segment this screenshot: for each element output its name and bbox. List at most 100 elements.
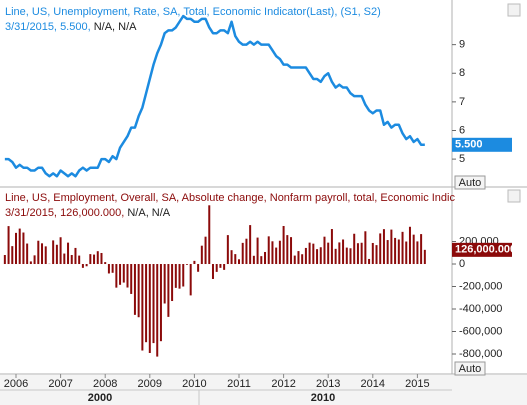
bar (334, 248, 337, 265)
corner-box[interactable] (507, 3, 521, 17)
y-tick-label: 9 (459, 39, 465, 51)
bar (41, 243, 44, 265)
bar (379, 233, 382, 265)
bar (238, 259, 240, 265)
bar (401, 231, 404, 265)
bar (416, 241, 419, 265)
bar (234, 254, 237, 265)
bar (312, 243, 315, 265)
year-label: 2014 (361, 378, 385, 390)
bar (356, 243, 359, 265)
bar (174, 264, 177, 288)
legend-values: 3/31/2015, 126,000.000, N/A, N/A (5, 207, 171, 219)
bar (44, 246, 47, 265)
bar (197, 264, 200, 272)
year-label: 2013 (316, 378, 340, 390)
bar (394, 237, 397, 265)
legend-values: 3/31/2015, 5.500, N/A, N/A (5, 21, 137, 33)
bar (293, 255, 296, 265)
y-tick-label: -400,000 (459, 303, 502, 315)
bar (67, 242, 70, 265)
bar (219, 264, 222, 268)
y-tick-label: 7 (459, 96, 465, 108)
bar (323, 236, 326, 265)
bar (141, 264, 144, 351)
bar (7, 226, 10, 265)
bar (163, 264, 166, 304)
bar (267, 236, 270, 265)
bar (308, 242, 311, 265)
bar (368, 258, 371, 265)
bar (33, 255, 36, 265)
bar (349, 248, 352, 265)
bar (85, 264, 88, 267)
year-label: 2009 (138, 378, 162, 390)
y-tick-label: -600,000 (459, 325, 502, 337)
bar (29, 261, 32, 265)
bar (3, 255, 6, 265)
year-label: 2006 (4, 378, 28, 390)
bar (37, 240, 40, 265)
bar (193, 260, 196, 265)
auto-button-label: Auto (459, 363, 482, 375)
bar (408, 226, 411, 265)
legend-value-text: 126,000.000, (60, 207, 127, 219)
bar (70, 255, 73, 265)
bar (330, 229, 333, 265)
y-tick-label: -800,000 (459, 348, 502, 360)
bar (200, 245, 203, 265)
bar (171, 264, 174, 302)
bar (55, 244, 58, 265)
bar (182, 264, 185, 287)
bar (104, 262, 107, 265)
bar (18, 228, 21, 265)
bar (156, 264, 159, 357)
bar (89, 254, 92, 265)
bar (133, 264, 136, 315)
bar (371, 242, 374, 265)
bar (26, 243, 29, 265)
bar (297, 251, 300, 265)
bar (252, 255, 255, 265)
bar (145, 264, 148, 343)
bar (338, 242, 341, 265)
bar (74, 247, 77, 265)
auto-button-label: Auto (459, 177, 482, 189)
bar (115, 264, 118, 288)
bar (353, 233, 356, 265)
year-label: 2011 (227, 378, 251, 390)
bar (304, 247, 307, 265)
bar (286, 235, 289, 265)
bar (278, 240, 281, 265)
bar (420, 234, 423, 265)
bar (100, 252, 103, 265)
bar (241, 242, 244, 265)
corner-box[interactable] (507, 189, 521, 203)
bar (230, 250, 233, 265)
y-tick-label: -200,000 (459, 280, 502, 292)
bar (382, 229, 385, 265)
legend-extra: N/A, N/A (127, 207, 170, 219)
bar (360, 242, 363, 265)
bar (345, 247, 348, 265)
year-label: 2008 (93, 378, 117, 390)
auto-button[interactable] (454, 175, 486, 190)
bar (290, 237, 293, 265)
year-label: 2010 (182, 378, 206, 390)
bar (137, 264, 140, 318)
auto-button[interactable] (454, 361, 486, 376)
bar (256, 237, 259, 265)
bar (375, 245, 378, 265)
bar (319, 247, 322, 265)
bar (223, 264, 226, 270)
bar (185, 264, 188, 265)
bar (260, 256, 263, 265)
bar (264, 251, 267, 265)
year-label: 2015 (405, 378, 429, 390)
bar (15, 232, 17, 265)
bar (390, 229, 393, 265)
bar (342, 239, 345, 265)
bar (59, 237, 62, 265)
bar (22, 232, 25, 265)
